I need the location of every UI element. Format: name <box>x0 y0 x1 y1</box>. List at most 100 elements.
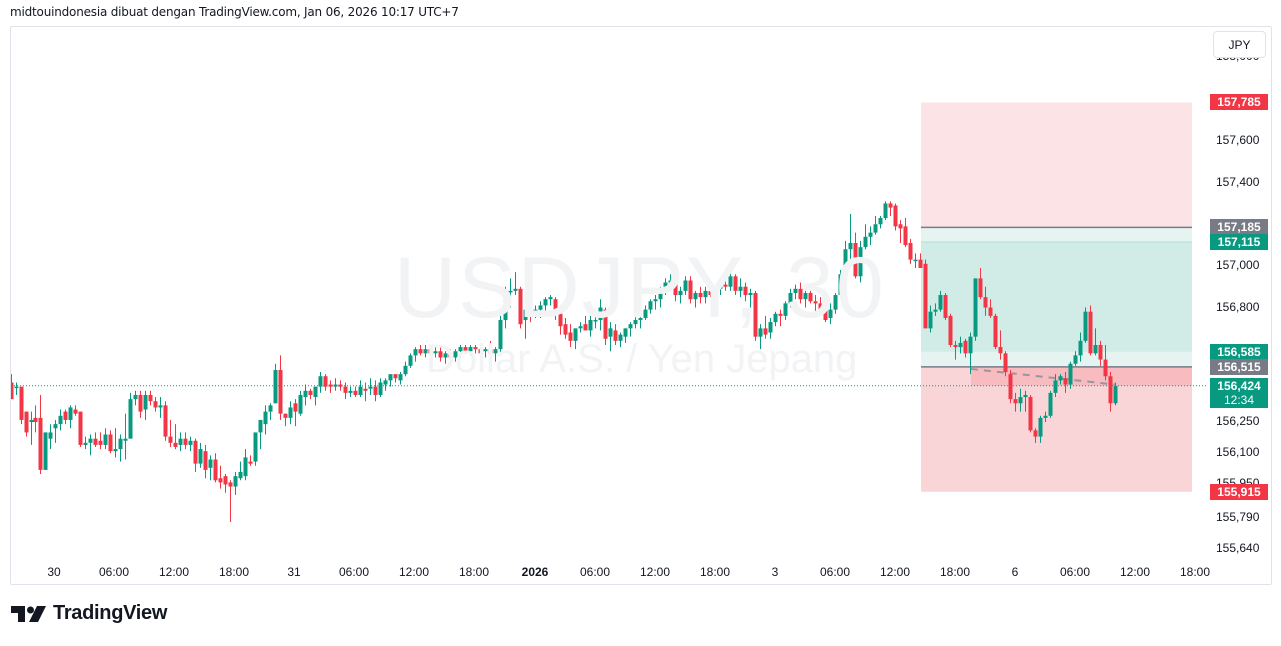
candle <box>168 419 173 447</box>
candle <box>1093 328 1098 356</box>
candle <box>293 399 298 427</box>
price-axis[interactable]: 157,600 157,400 157,000 156,800 156,250 156,1… <box>1208 27 1271 558</box>
tradingview-logo[interactable]: TradingView <box>11 602 167 625</box>
candle <box>973 278 978 341</box>
time-tick: 06:00 <box>819 565 851 579</box>
candle <box>638 313 643 329</box>
candle <box>803 290 808 308</box>
candle <box>1038 415 1043 443</box>
time-tick: 12:00 <box>879 565 911 579</box>
candle <box>653 295 658 310</box>
currency-button[interactable]: JPY <box>1213 31 1266 58</box>
price-label-top-stop: 157,785 <box>1210 94 1268 111</box>
candle <box>513 272 518 296</box>
candle <box>743 282 748 302</box>
candle <box>163 401 168 441</box>
candle <box>938 290 943 312</box>
candle <box>1113 382 1118 406</box>
candle <box>868 226 873 246</box>
candle <box>1013 392 1018 412</box>
chart-pane[interactable]: USDJPY, 30 Dollar A.S. / Yen Jepang <box>11 27 1208 558</box>
current-price-label: 156,424 12:34 <box>1210 377 1268 408</box>
time-tick: 18:00 <box>458 565 490 579</box>
candle <box>153 397 158 412</box>
candle <box>703 286 708 304</box>
candle <box>143 390 148 420</box>
candle <box>593 313 598 329</box>
candle <box>1068 361 1073 389</box>
candle <box>453 349 458 362</box>
price-tick: 156,800 <box>1216 299 1260 314</box>
candle <box>998 330 1003 360</box>
tradingview-logo-text: TradingView <box>53 602 168 624</box>
candle <box>73 405 78 416</box>
time-tick: 06:00 <box>98 565 130 579</box>
candle <box>398 372 403 385</box>
candle <box>1078 332 1083 362</box>
candle <box>688 276 693 304</box>
candle <box>373 380 378 402</box>
candle <box>228 480 233 522</box>
candle <box>853 232 858 279</box>
candle <box>1028 394 1033 433</box>
candle <box>208 455 213 481</box>
candle <box>1033 428 1038 443</box>
candle <box>958 336 963 354</box>
candle <box>838 270 843 298</box>
candle <box>748 288 753 308</box>
candle <box>288 401 293 425</box>
candle <box>1043 411 1048 423</box>
time-axis[interactable]: 30 06:00 12:00 18:00 31 06:00 12:00 18:00 2026 06… <box>11 558 1210 584</box>
candle <box>448 349 453 364</box>
candle <box>328 380 333 393</box>
candle <box>828 303 833 325</box>
candle <box>108 430 113 454</box>
candle <box>723 276 728 291</box>
candle <box>183 432 188 450</box>
candle <box>63 409 68 425</box>
candle <box>458 345 463 358</box>
candle <box>898 220 903 243</box>
candle <box>928 305 933 333</box>
candle <box>428 347 433 356</box>
price-tick: 155,790 <box>1216 509 1260 524</box>
candle <box>203 444 208 479</box>
price-tick-clipped: 158,000 <box>1216 57 1259 63</box>
candle <box>223 474 228 493</box>
time-tick: 06:00 <box>1059 565 1091 579</box>
candle <box>113 428 118 458</box>
candle <box>1063 372 1068 393</box>
time-tick: 18:00 <box>699 565 731 579</box>
candle <box>543 297 548 314</box>
time-tick: 12:00 <box>1119 565 1151 579</box>
candle <box>968 332 973 375</box>
candle <box>1083 307 1088 343</box>
candle <box>578 322 583 333</box>
candle <box>403 361 408 377</box>
candle <box>383 378 388 391</box>
candle <box>408 353 413 368</box>
candle <box>1098 340 1103 366</box>
candle <box>588 315 593 337</box>
candle <box>213 453 218 483</box>
price-label-bottom-stop: 155,915 <box>1210 483 1268 500</box>
candle <box>793 284 798 300</box>
candle <box>993 313 998 350</box>
entry-buffer-lower <box>921 352 1192 367</box>
candle <box>713 286 718 302</box>
candle <box>98 432 103 450</box>
pnl-zone <box>971 366 1192 386</box>
candle <box>923 259 928 329</box>
candle <box>773 311 778 327</box>
candle <box>778 309 783 327</box>
time-tick: 31 <box>287 565 301 579</box>
price-tick: 157,400 <box>1216 174 1260 189</box>
candle <box>1003 351 1008 377</box>
time-tick: 30 <box>47 565 61 579</box>
candle <box>93 432 98 447</box>
candle <box>633 315 638 329</box>
candle <box>33 405 38 433</box>
candlestick-chart[interactable] <box>11 27 1208 558</box>
candle <box>808 290 813 304</box>
time-tick: 6 <box>1011 565 1019 579</box>
